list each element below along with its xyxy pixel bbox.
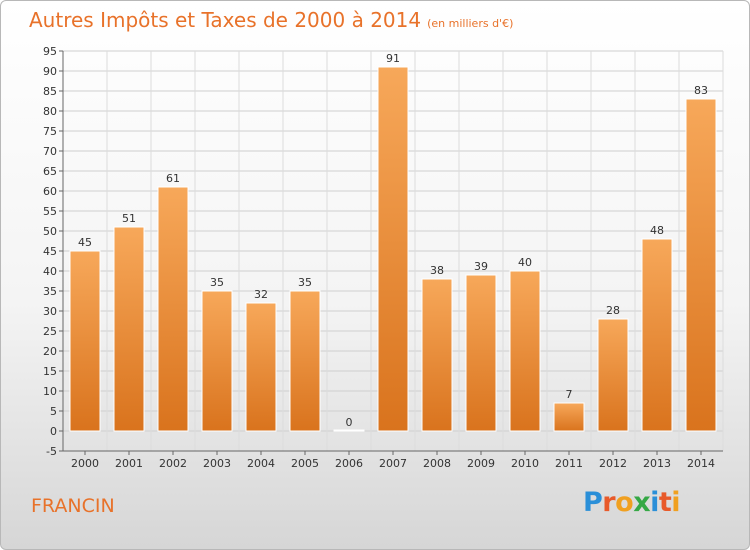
x-tick-label: 2003 [203, 457, 231, 470]
y-tick-label: -5 [46, 445, 57, 458]
x-tick-label: 2009 [467, 457, 495, 470]
y-tick-label: 60 [43, 185, 57, 198]
logo-letter: x [633, 487, 651, 518]
x-tick-label: 2002 [159, 457, 187, 470]
y-tick-label: 65 [43, 165, 57, 178]
chart-title-text: Autres Impôts et Taxes de 2000 à 2014 [29, 8, 422, 32]
bar [597, 318, 629, 432]
data-label: 51 [122, 212, 136, 225]
data-label: 39 [474, 260, 488, 273]
y-tick-label: 5 [50, 405, 57, 418]
y-tick-label: 40 [43, 265, 57, 278]
logo-letter: o [615, 487, 634, 518]
y-tick-label: 35 [43, 285, 57, 298]
y-tick-label: 55 [43, 205, 57, 218]
bar [113, 226, 145, 432]
data-label: 48 [650, 224, 664, 237]
logo-letter: i [671, 487, 681, 518]
data-label: 91 [386, 52, 400, 65]
bar [377, 66, 409, 432]
data-label: 28 [606, 304, 620, 317]
data-label: 35 [298, 276, 312, 289]
y-tick-label: 75 [43, 125, 57, 138]
bar [69, 250, 101, 432]
y-tick-label: 20 [43, 345, 57, 358]
data-labels: 45 51 61 35 32 35 0 91 38 39 40 7 28 48 83 [78, 52, 708, 429]
data-label: 40 [518, 256, 532, 269]
bar [333, 429, 365, 432]
x-tick-label: 2000 [71, 457, 99, 470]
bar [289, 290, 321, 432]
data-label: 45 [78, 236, 92, 249]
data-label: 35 [210, 276, 224, 289]
bar [685, 98, 717, 432]
x-tick-label: 2007 [379, 457, 407, 470]
x-tick-label: 2010 [511, 457, 539, 470]
x-tick-label: 2011 [555, 457, 583, 470]
y-tick-label: 90 [43, 65, 57, 78]
x-tick-label: 2012 [599, 457, 627, 470]
y-tick-label: 30 [43, 305, 57, 318]
y-tick-label: 50 [43, 225, 57, 238]
bar [553, 402, 585, 432]
data-label: 7 [566, 388, 573, 401]
bar [201, 290, 233, 432]
y-tick-label: 15 [43, 365, 57, 378]
bar [157, 186, 189, 432]
logo-letter: r [602, 487, 616, 518]
data-label: 83 [694, 84, 708, 97]
y-tick-label: 95 [43, 45, 57, 58]
y-tick-label: 25 [43, 325, 57, 338]
x-tick-label: 2001 [115, 457, 143, 470]
data-label: 61 [166, 172, 180, 185]
data-label: 0 [346, 416, 353, 429]
place-name: FRANCIN [31, 495, 115, 517]
bar [641, 238, 673, 432]
x-tick-label: 2006 [335, 457, 363, 470]
axes: -505101520253035404550556065707580859095… [43, 45, 723, 470]
y-tick-label: 0 [50, 425, 57, 438]
chart-title: Autres Impôts et Taxes de 2000 à 2014 (en… [29, 8, 513, 32]
y-tick-label: 45 [43, 245, 57, 258]
logo-letter: i [650, 487, 659, 518]
chart-unit-note: (en milliers d'€) [427, 17, 514, 30]
bar [509, 270, 541, 432]
y-tick-label: 70 [43, 145, 57, 158]
bar [465, 274, 497, 432]
y-tick-label: 85 [43, 85, 57, 98]
logo-letter: t [658, 487, 672, 518]
x-tick-label: 2008 [423, 457, 451, 470]
bar [421, 278, 453, 432]
data-label: 32 [254, 288, 268, 301]
logo-letter: P [583, 487, 603, 518]
data-label: 38 [430, 264, 444, 277]
bars [69, 66, 717, 432]
y-tick-label: 80 [43, 105, 57, 118]
bar [245, 302, 277, 432]
y-tick-label: 10 [43, 385, 57, 398]
x-tick-label: 2005 [291, 457, 319, 470]
x-tick-label: 2014 [687, 457, 715, 470]
x-tick-label: 2013 [643, 457, 671, 470]
proxiti-logo: Proxiti [583, 487, 681, 518]
x-tick-label: 2004 [247, 457, 275, 470]
